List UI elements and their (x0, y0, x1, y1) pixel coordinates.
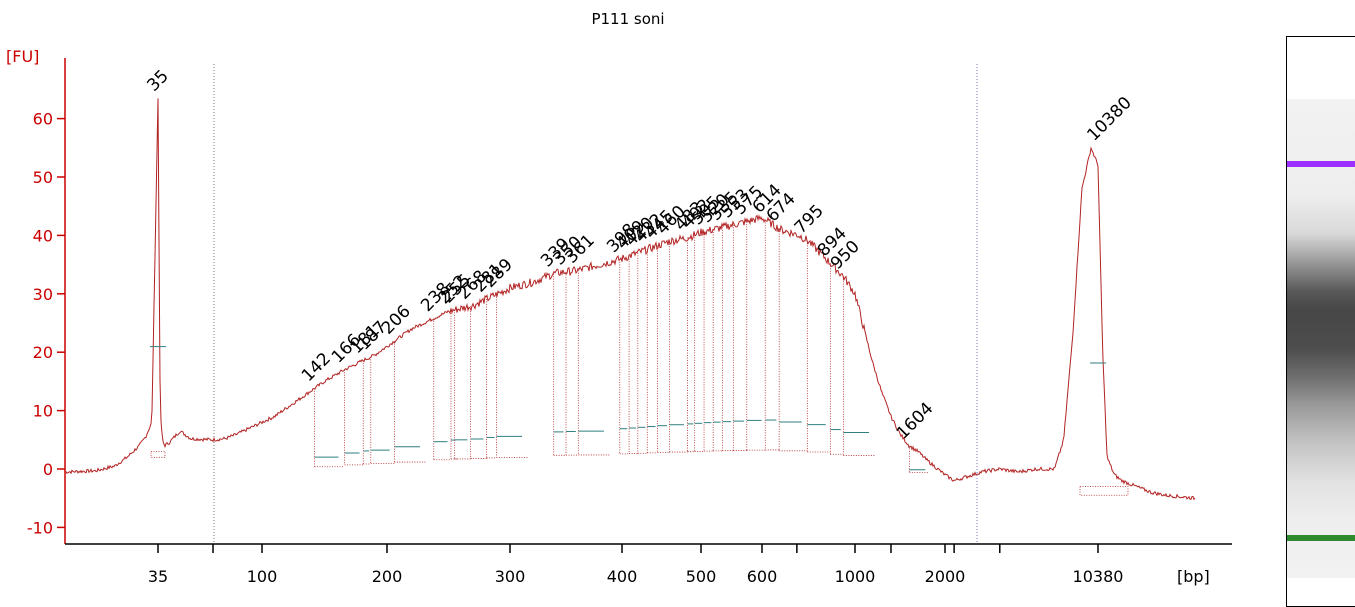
marker-label: 10380 (1083, 93, 1135, 145)
peak-bins (314, 219, 930, 473)
gel-smear (1287, 99, 1355, 578)
x-tick-label: 600 (747, 567, 778, 586)
x-tick-label: 2000 (925, 567, 966, 586)
x-axis-label: [bp] (1177, 567, 1210, 586)
y-tick-label: -10 (27, 518, 53, 537)
peak-labels: 1421661811872062382522552682812893393503… (298, 180, 938, 443)
x-tick-label: 10380 (1073, 567, 1124, 586)
y-axis-label: [FU] (6, 47, 39, 66)
x-tick-label: 1000 (835, 567, 876, 586)
y-tick-label: 20 (33, 343, 53, 362)
chart-title: P111 soni (591, 10, 664, 28)
y-tick-label: 30 (33, 285, 53, 304)
x-tick-label: 400 (607, 567, 638, 586)
x-ticks: 35 100 200 300 400 500 600 1000 2000 10380 (148, 544, 1124, 586)
y-tick-label: 40 (33, 226, 53, 245)
y-tick-label: 60 (33, 110, 53, 129)
y-ticks: -10 0 10 20 30 40 50 60 (27, 110, 65, 537)
upper-marker-band (1287, 161, 1355, 167)
axes (64, 58, 1232, 545)
y-tick-label: 50 (33, 168, 53, 187)
y-tick-label: 10 (33, 402, 53, 421)
marker-label: 35 (143, 66, 172, 95)
marker-labels: 35 10380 (143, 66, 1136, 496)
integration-range-lines (213, 64, 978, 544)
peak-label: 1604 (893, 399, 938, 444)
gel-lane (1286, 36, 1355, 607)
x-tick-label: 300 (495, 567, 526, 586)
y-tick-label: 0 (43, 460, 53, 479)
x-tick-label: 500 (686, 567, 717, 586)
fluorescence-trace (64, 98, 1196, 501)
x-tick-label: 200 (372, 567, 403, 586)
lower-marker-band (1287, 535, 1355, 541)
marker-bin (150, 451, 166, 458)
marker-bin (1079, 486, 1129, 496)
electropherogram-chart: P111 soni [FU] [bp] -10 0 10 20 30 40 50 60 35 1… (6, 10, 1232, 586)
x-tick-label: 35 (148, 567, 168, 586)
x-tick-label: 100 (247, 567, 278, 586)
